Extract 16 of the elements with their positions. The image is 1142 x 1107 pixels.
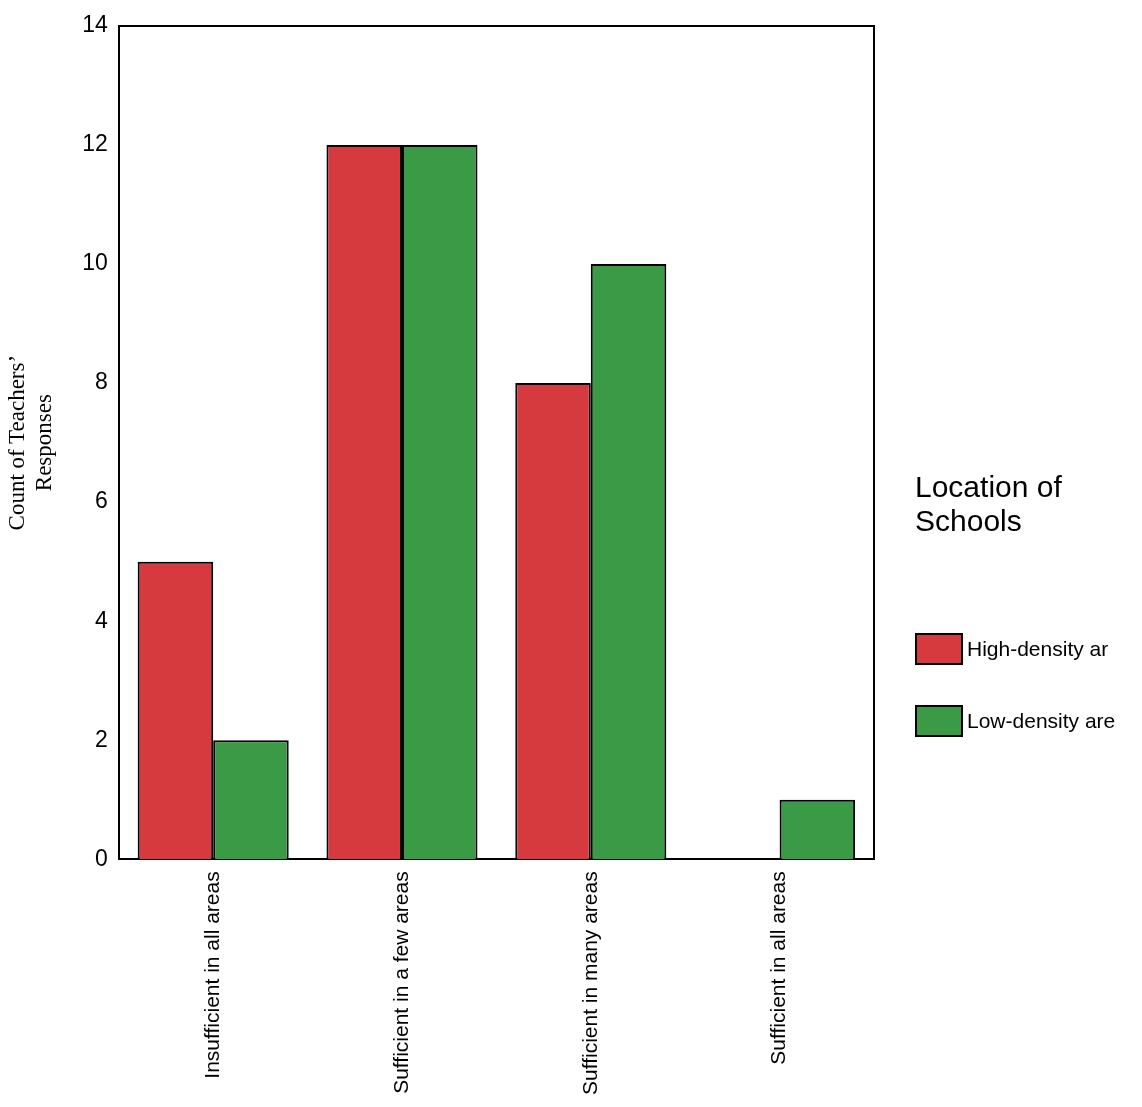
legend-label: Low-density are	[967, 709, 1116, 733]
y-tick-label: 0	[94, 844, 108, 871]
y-tick-label: 12	[82, 130, 108, 157]
x-tick-label: Sufficient in all areas	[766, 871, 790, 1065]
y-tick-label: 10	[82, 249, 108, 276]
legend-label: High-density ar	[967, 637, 1109, 661]
x-tick-label: Sufficient in many areas	[577, 871, 601, 1095]
y-tick-label: 2	[94, 725, 108, 752]
x-tick-label: Sufficient in a few areas	[388, 871, 412, 1094]
y-axis-title: Count of Teachers’ Responses	[3, 354, 57, 531]
legend-title: Location of Schools	[915, 470, 1063, 538]
y-tick-label: 6	[94, 487, 108, 514]
y-tick-label: 4	[94, 606, 108, 633]
x-tick-label: Insufficient in all areas	[199, 871, 223, 1079]
y-tick-label: 8	[94, 368, 108, 395]
y-tick-label: 14	[82, 11, 108, 38]
